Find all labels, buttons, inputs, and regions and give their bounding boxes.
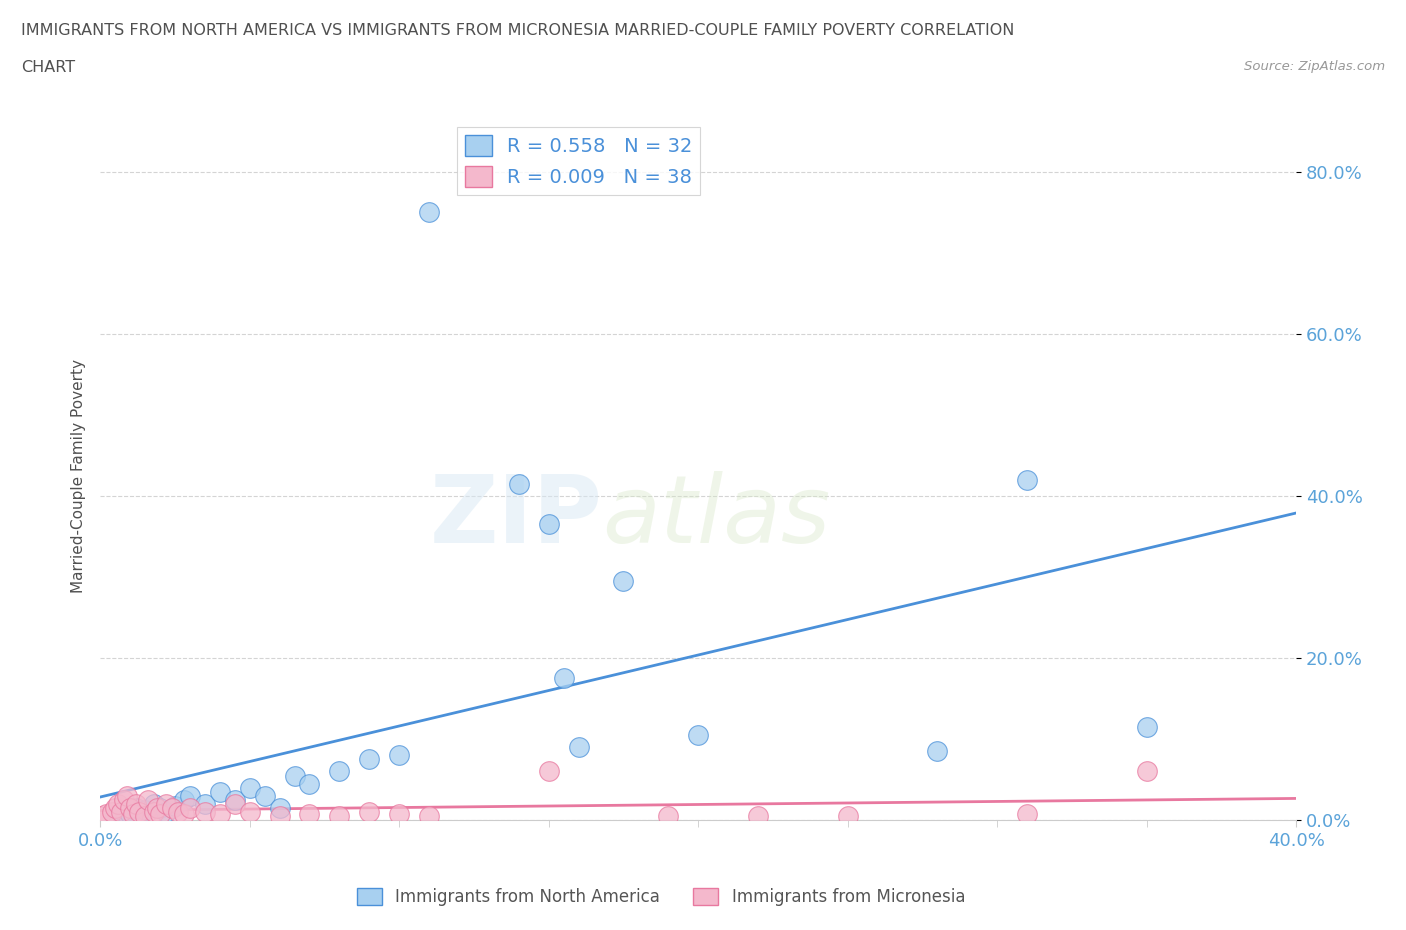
Text: CHART: CHART [21, 60, 75, 75]
Point [179, 789, 201, 804]
Point [104, 808, 127, 823]
Point [298, 806, 321, 821]
Point [253, 789, 276, 804]
Point [112, 804, 135, 819]
Legend: Immigrants from North America, Immigrants from Micronesia: Immigrants from North America, Immigrant… [350, 881, 972, 912]
Point [142, 796, 165, 811]
Point [269, 808, 291, 823]
Point [173, 792, 195, 807]
Point [110, 804, 132, 819]
Point [283, 768, 305, 783]
Point [146, 801, 169, 816]
Point [269, 801, 291, 816]
Point [537, 517, 560, 532]
Point [118, 806, 141, 821]
Point [1136, 720, 1159, 735]
Point [418, 808, 440, 823]
Point [418, 205, 440, 219]
Point [239, 804, 262, 819]
Legend: R = 0.558   N = 32, R = 0.009   N = 38: R = 0.558 N = 32, R = 0.009 N = 38 [457, 127, 700, 194]
Point [568, 739, 591, 754]
Point [747, 808, 769, 823]
Point [136, 792, 159, 807]
Point [149, 801, 172, 816]
Point [224, 796, 246, 811]
Point [612, 574, 634, 589]
Point [388, 806, 411, 821]
Point [298, 777, 321, 791]
Point [89, 808, 111, 823]
Text: Source: ZipAtlas.com: Source: ZipAtlas.com [1244, 60, 1385, 73]
Point [112, 792, 135, 807]
Point [194, 796, 217, 811]
Point [160, 801, 183, 816]
Point [1017, 806, 1039, 821]
Point [224, 792, 246, 807]
Point [1136, 764, 1159, 779]
Text: IMMIGRANTS FROM NORTH AMERICA VS IMMIGRANTS FROM MICRONESIA MARRIED-COUPLE FAMIL: IMMIGRANTS FROM NORTH AMERICA VS IMMIGRA… [21, 23, 1015, 38]
Point [125, 796, 148, 811]
Point [155, 796, 177, 811]
Point [125, 801, 148, 816]
Point [115, 789, 138, 804]
Point [122, 806, 145, 821]
Point [134, 808, 156, 823]
Point [553, 671, 575, 685]
Point [94, 806, 117, 821]
Point [208, 784, 231, 799]
Point [101, 804, 124, 819]
Point [927, 744, 949, 759]
Point [173, 806, 195, 821]
Point [155, 804, 177, 819]
Point [208, 806, 231, 821]
Point [128, 804, 150, 819]
Y-axis label: Married-Couple Family Poverty: Married-Couple Family Poverty [72, 359, 86, 592]
Point [167, 804, 190, 819]
Point [239, 780, 262, 795]
Point [104, 801, 127, 816]
Point [388, 748, 411, 763]
Point [837, 808, 859, 823]
Point [359, 804, 381, 819]
Point [118, 801, 141, 816]
Point [328, 764, 350, 779]
Point [1017, 472, 1039, 487]
Point [134, 803, 156, 817]
Point [537, 764, 560, 779]
Point [149, 806, 172, 821]
Point [508, 476, 530, 491]
Point [688, 727, 710, 742]
Point [142, 804, 165, 819]
Point [359, 751, 381, 766]
Point [194, 804, 217, 819]
Point [328, 808, 350, 823]
Text: atlas: atlas [603, 472, 831, 563]
Point [107, 796, 129, 811]
Point [179, 801, 201, 816]
Point [657, 808, 679, 823]
Text: ZIP: ZIP [430, 471, 603, 563]
Point [163, 798, 186, 813]
